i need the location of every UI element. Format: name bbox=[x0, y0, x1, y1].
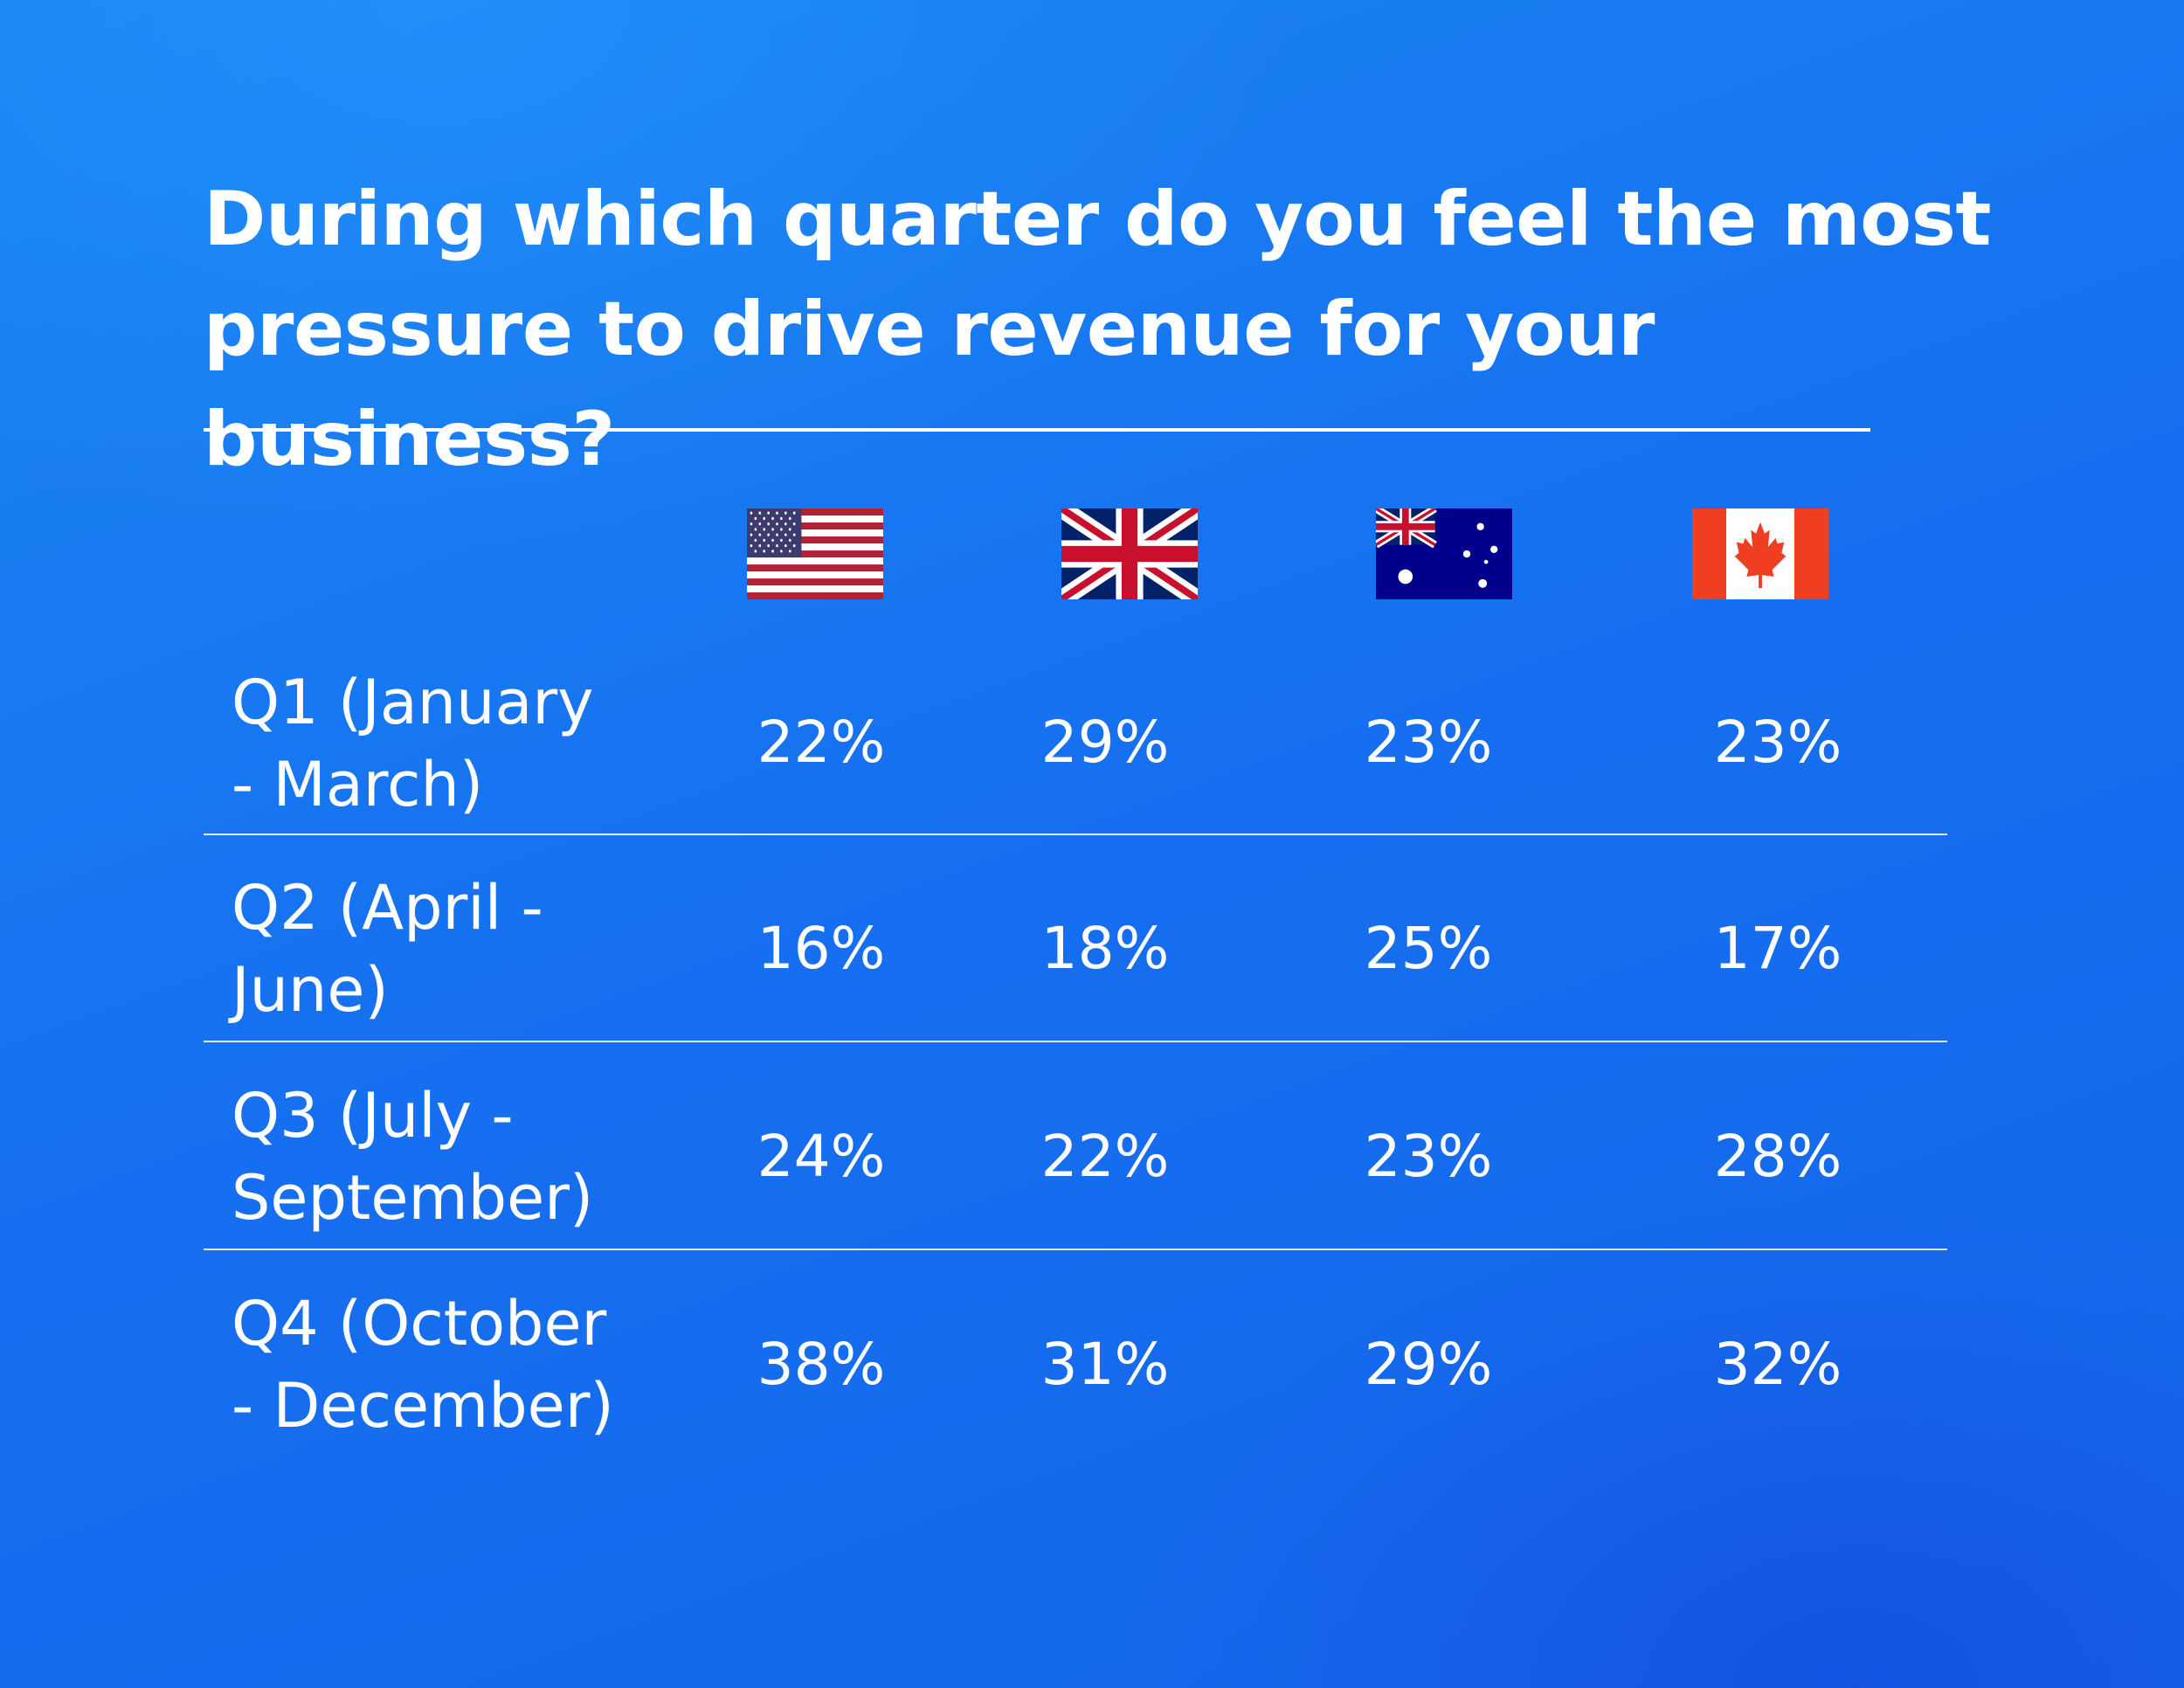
cell-q3-canada: 28% bbox=[1713, 1123, 1842, 1190]
cell-q2-canada: 17% bbox=[1713, 915, 1842, 982]
row-separator bbox=[204, 1249, 1947, 1250]
cell-q2-australia: 25% bbox=[1364, 915, 1493, 982]
row-label-q1: Q1 (January - March) bbox=[232, 667, 594, 820]
cell-q1-uk: 29% bbox=[1040, 709, 1170, 776]
cell-q2-us: 16% bbox=[757, 915, 886, 982]
cell-q2-uk: 18% bbox=[1040, 915, 1170, 982]
cell-q1-us: 22% bbox=[757, 709, 886, 776]
row-separator bbox=[204, 834, 1947, 835]
cell-q3-us: 24% bbox=[757, 1123, 886, 1190]
chart-title: During which quarter do you feel the mos… bbox=[204, 176, 1992, 483]
row-label-q2: Q2 (April - June) bbox=[232, 872, 543, 1026]
cell-q4-us: 38% bbox=[757, 1331, 886, 1398]
cell-q3-australia: 23% bbox=[1364, 1123, 1493, 1190]
row-label-q4: Q4 (October - December) bbox=[232, 1288, 614, 1442]
cell-q1-canada: 23% bbox=[1713, 709, 1842, 776]
row-label-q3: Q3 (July - September) bbox=[232, 1080, 594, 1234]
title-divider bbox=[204, 428, 1870, 432]
uk-flag-icon bbox=[1061, 508, 1198, 599]
australia-flag-icon bbox=[1376, 508, 1512, 599]
cell-q3-uk: 22% bbox=[1040, 1123, 1170, 1190]
row-separator bbox=[204, 1041, 1947, 1042]
cell-q4-australia: 29% bbox=[1364, 1331, 1493, 1398]
cell-q4-uk: 31% bbox=[1040, 1331, 1170, 1398]
cell-q1-australia: 23% bbox=[1364, 709, 1493, 776]
canada-flag-icon bbox=[1692, 508, 1828, 599]
us-flag-icon bbox=[747, 508, 883, 599]
cell-q4-canada: 32% bbox=[1713, 1331, 1842, 1398]
